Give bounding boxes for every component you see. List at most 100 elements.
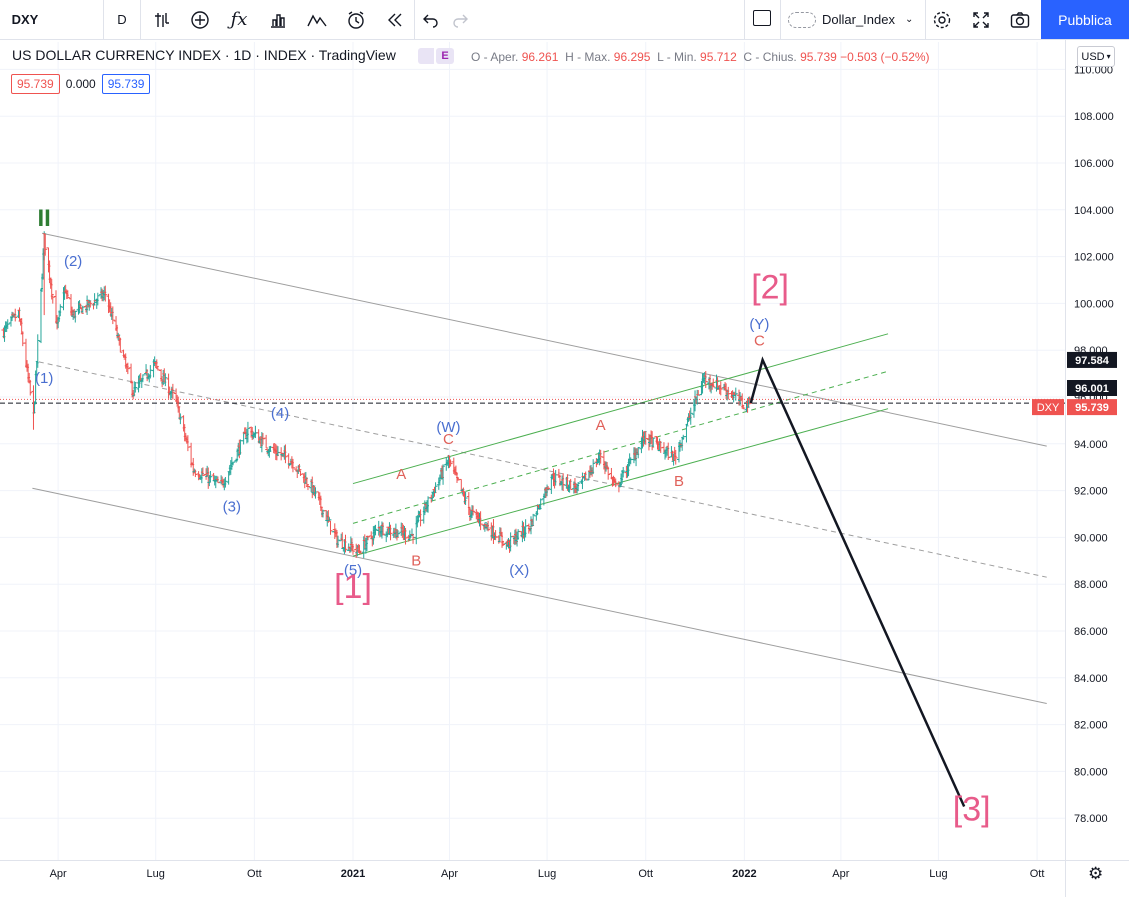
ohlc-bar — [688, 407, 693, 425]
ohlc-bar — [343, 534, 348, 553]
layout-select-icon[interactable] — [753, 10, 771, 26]
ohlc-bar — [13, 308, 18, 322]
price-tick-label: 102.000 — [1074, 252, 1114, 264]
ohlc-bar — [65, 290, 70, 299]
fx-icon[interactable]: ƒx — [230, 9, 248, 30]
wave-label: A — [596, 417, 606, 434]
plus-circle-icon[interactable] — [181, 0, 219, 39]
chart-title: US DOLLAR CURRENCY INDEX · 1D · INDEX · … — [12, 47, 396, 63]
publish-button[interactable]: Pubblica — [1041, 0, 1129, 39]
replay-icon[interactable] — [376, 0, 414, 39]
toolbar-divider — [140, 0, 141, 39]
earnings-badge[interactable]: E — [436, 48, 454, 64]
last-price-tag: 95.739 — [1075, 402, 1109, 414]
toolbar-divider — [780, 0, 781, 39]
wave-label: [3] — [953, 791, 991, 829]
camera-icon[interactable] — [1001, 0, 1039, 39]
ohlc-bar — [463, 491, 468, 505]
wave-label: (Y) — [749, 316, 769, 333]
ohlc-bar — [373, 524, 378, 536]
ohlc-bar — [381, 522, 386, 536]
ohlc-bar — [79, 308, 84, 314]
ohlc-bar — [88, 300, 93, 308]
ohlc-bar — [35, 334, 40, 368]
ohlc-bar — [433, 482, 438, 494]
ohlc-bar — [298, 470, 303, 476]
ohlc-bar — [478, 511, 483, 531]
ohlc-bar — [403, 527, 408, 545]
ohlc-bar — [283, 444, 288, 464]
ohlc-bar — [38, 287, 43, 344]
chevron-down-icon: ⌄ — [905, 14, 914, 25]
ohlc-bar — [703, 370, 708, 389]
alarm-clock-icon[interactable] — [337, 0, 375, 39]
channel-gray-lower — [32, 487, 1047, 705]
ohlc-bar — [170, 383, 175, 400]
time-tick-label: Ott — [638, 868, 653, 880]
ohlc-bar — [5, 319, 10, 329]
target-price-tag: 97.584 — [1075, 355, 1110, 367]
price-tick-label: 80.000 — [1074, 766, 1108, 778]
ohlc-bar — [501, 541, 506, 546]
price-tick-label: 92.000 — [1074, 486, 1108, 498]
legend-eye-toggle[interactable] — [418, 48, 434, 64]
value-plain: 0.000 — [65, 77, 96, 91]
wave-label: (3) — [223, 499, 241, 516]
ohlc-bar — [486, 520, 491, 532]
wave-label: [2] — [751, 269, 789, 307]
channel-gray-middle — [38, 361, 1047, 578]
price-tick-label: 84.000 — [1074, 673, 1108, 685]
ohlc-bar — [396, 530, 401, 537]
time-tick-label: Lug — [929, 868, 947, 880]
time-tick-label: Lug — [538, 868, 556, 880]
channel-green-middle — [352, 370, 889, 524]
ohlc-bar — [118, 337, 123, 353]
projection-line — [749, 356, 966, 808]
symbol-tag: DXY — [1037, 402, 1060, 414]
price-tick-label: 104.000 — [1074, 205, 1114, 217]
price-tick-label: 90.000 — [1074, 532, 1108, 544]
top-toolbar: DXY D ƒx Dollar_Index ⌄ Pubblica — [0, 0, 1129, 40]
compare-icon[interactable] — [143, 0, 181, 39]
time-axis: Apr Lug Ott 2021 Apr Lug Ott 2022 Apr Lug Ott — [0, 860, 1129, 880]
ohlc-bar — [351, 543, 355, 555]
last-price-tag-bg — [1067, 399, 1117, 416]
ohlc-bar — [606, 466, 611, 480]
price-tick-label: 88.000 — [1074, 579, 1108, 591]
ohlc-bar — [394, 529, 399, 541]
fullscreen-icon[interactable] — [962, 0, 1000, 39]
gear-icon[interactable] — [923, 0, 961, 39]
wave-labels: II(1)(2)(3)(4)(5)[1]ABC(W)(X)ABC(Y)[2][3… — [35, 205, 991, 828]
ohlc-bar — [129, 363, 134, 384]
wave-label: (X) — [509, 562, 529, 579]
indicator-templates-icon[interactable] — [298, 0, 336, 39]
ohlc-bar — [163, 373, 168, 387]
bar-chart-icon[interactable] — [259, 0, 297, 39]
toolbar-divider — [744, 0, 745, 39]
undo-icon[interactable] — [412, 0, 450, 39]
redo-icon[interactable] — [441, 0, 479, 39]
ohlc-bar — [290, 458, 295, 473]
layout-name-button[interactable]: Dollar_Index ⌄ — [788, 0, 913, 39]
toolbar-divider — [103, 0, 104, 39]
ohlc-bar — [103, 285, 108, 302]
ohlc-bar — [178, 413, 183, 425]
ohlc-bar — [636, 446, 641, 459]
ohlc-bar — [538, 498, 543, 510]
channel-green-upper — [352, 333, 889, 485]
symbol-search-button[interactable]: DXY — [11, 12, 39, 27]
axis-settings-gear-icon[interactable]: ⚙ — [1088, 864, 1104, 883]
ohlc-bar — [747, 396, 752, 405]
open-label: O - Aper. — [471, 50, 519, 64]
wave-label: B — [674, 473, 684, 490]
toolbar-divider — [925, 0, 926, 39]
ohlc-bar — [591, 459, 596, 475]
ohlc-bar — [673, 449, 678, 465]
ohlc-bar — [155, 367, 160, 371]
ohlc-bar — [241, 431, 246, 445]
ohlc-bar — [133, 381, 138, 393]
currency-select[interactable]: USD ▾ — [1077, 46, 1115, 67]
interval-button[interactable]: D — [117, 12, 127, 27]
ohlc-bar — [20, 331, 25, 347]
